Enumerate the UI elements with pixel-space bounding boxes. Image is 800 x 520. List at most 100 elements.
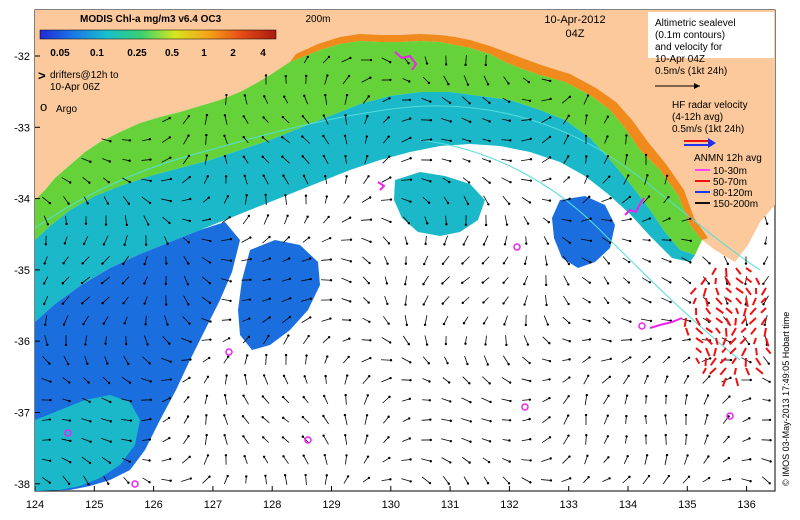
velocity-arrow — [424, 335, 428, 345]
velocity-arrow — [502, 476, 510, 484]
velocity-arrowhead — [728, 478, 732, 481]
velocity-arrowhead — [508, 439, 511, 442]
velocity-arrowhead — [528, 438, 532, 441]
velocity-arrow — [224, 395, 228, 405]
anmn-legend-title: ANMN 12h avg — [694, 153, 762, 164]
velocity-arrow — [383, 117, 389, 123]
velocity-arrow — [383, 136, 389, 144]
hf-radar-vector — [760, 307, 767, 314]
velocity-arrowhead — [143, 262, 146, 266]
velocity-arrow — [663, 196, 669, 204]
hf-radar-vector — [715, 307, 724, 314]
velocity-arrowhead — [645, 454, 649, 457]
velocity-arrow — [202, 476, 210, 484]
velocity-arrowhead — [744, 282, 747, 286]
hf-radar-vector — [692, 297, 697, 305]
argo-legend-symbol: o — [40, 99, 47, 114]
velocity-arrowhead — [100, 281, 104, 285]
x-tick-label: 127 — [204, 499, 222, 511]
velocity-arrow — [562, 456, 570, 464]
velocity-arrow — [62, 276, 70, 284]
velocity-arrowhead — [503, 243, 507, 246]
hf-radar-vector — [705, 337, 713, 346]
velocity-arrow — [443, 75, 449, 85]
velocity-arrowhead — [189, 358, 192, 361]
velocity-arrow — [561, 96, 571, 104]
velocity-arrowhead — [48, 438, 51, 441]
velocity-arrow — [621, 238, 631, 242]
velocity-arrow — [445, 215, 447, 225]
velocity-arrowhead — [68, 419, 72, 422]
velocity-arrow — [302, 136, 310, 144]
velocity-arrowhead — [549, 97, 552, 101]
velocity-arrowhead — [48, 418, 52, 421]
velocity-arrowhead — [429, 460, 433, 463]
velocity-arrowhead — [689, 217, 692, 220]
velocity-arrow — [42, 419, 50, 421]
velocity-arrowhead — [609, 219, 613, 222]
hf-radar-vector — [722, 337, 727, 346]
velocity-arrowhead — [164, 303, 168, 306]
velocity-arrowhead — [422, 282, 425, 286]
velocity-arrowhead — [461, 301, 464, 305]
velocity-arrow — [601, 197, 611, 203]
velocity-arrowhead — [385, 282, 389, 285]
velocity-arrowhead — [187, 303, 190, 306]
velocity-arrowhead — [549, 116, 552, 119]
velocity-arrowhead — [187, 241, 191, 244]
y-tick-label: -37 — [14, 408, 30, 420]
velocity-arrowhead — [88, 400, 91, 403]
velocity-arrowhead — [407, 342, 411, 346]
velocity-arrowhead — [208, 261, 212, 264]
drifter-track — [377, 181, 386, 191]
velocity-arrow — [302, 156, 310, 164]
velocity-arrowhead — [49, 398, 52, 402]
hf-radar-vector — [695, 327, 704, 335]
velocity-arrowhead — [387, 436, 390, 439]
velocity-arrowhead — [548, 341, 551, 345]
velocity-arrow — [201, 339, 211, 341]
hf-radar-vector — [729, 347, 737, 355]
velocity-arrow — [521, 138, 531, 142]
velocity-arrowhead — [49, 380, 52, 383]
velocity-arrowhead — [568, 376, 571, 379]
velocity-arrow — [442, 296, 450, 304]
velocity-arrowhead — [549, 177, 552, 180]
velocity-arrowhead — [188, 219, 191, 223]
velocity-arrowhead — [466, 202, 470, 206]
velocity-arrowhead — [568, 455, 571, 458]
velocity-arrowhead — [304, 473, 307, 477]
velocity-arrow — [621, 196, 631, 204]
velocity-arrow — [441, 158, 451, 162]
velocity-arrow — [105, 336, 107, 344]
velocity-arrowhead — [301, 135, 304, 138]
altimetry-legend-line: 10-Apr 04Z — [655, 54, 705, 65]
velocity-arrowhead — [509, 139, 512, 142]
velocity-arrowhead — [584, 134, 588, 138]
velocity-arrow — [183, 135, 189, 145]
velocity-arrowhead — [646, 174, 649, 177]
velocity-arrowhead — [223, 414, 226, 417]
velocity-arrowhead — [608, 477, 611, 480]
velocity-arrow — [122, 196, 130, 204]
velocity-arrowhead — [529, 481, 532, 484]
velocity-arrow — [201, 296, 211, 304]
velocity-arrowhead — [261, 395, 265, 398]
velocity-arrowhead — [282, 374, 286, 378]
velocity-arrow — [421, 419, 431, 421]
velocity-arrow — [204, 155, 208, 165]
velocity-arrow — [41, 196, 51, 204]
velocity-arrow — [602, 176, 610, 184]
velocity-arrowhead — [727, 415, 730, 418]
velocity-arrowhead — [149, 398, 153, 402]
colorbar — [39, 29, 277, 40]
velocity-arrowhead — [568, 321, 571, 325]
velocity-arrow — [423, 255, 429, 265]
velocity-arrow — [505, 335, 507, 345]
velocity-arrow — [301, 317, 311, 323]
velocity-arrow — [483, 75, 489, 85]
velocity-arrowhead — [548, 416, 551, 419]
velocity-arrowhead — [606, 115, 610, 118]
velocity-arrowhead — [707, 476, 711, 480]
velocity-arrowhead — [306, 55, 309, 59]
